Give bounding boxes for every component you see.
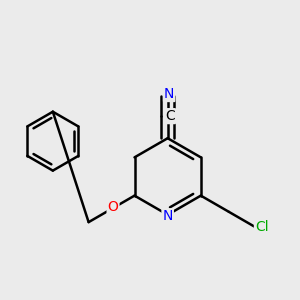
Text: C: C: [165, 109, 175, 123]
Text: Cl: Cl: [255, 220, 268, 234]
Text: N: N: [163, 209, 173, 223]
Text: N: N: [164, 87, 174, 101]
Text: O: O: [108, 200, 118, 214]
